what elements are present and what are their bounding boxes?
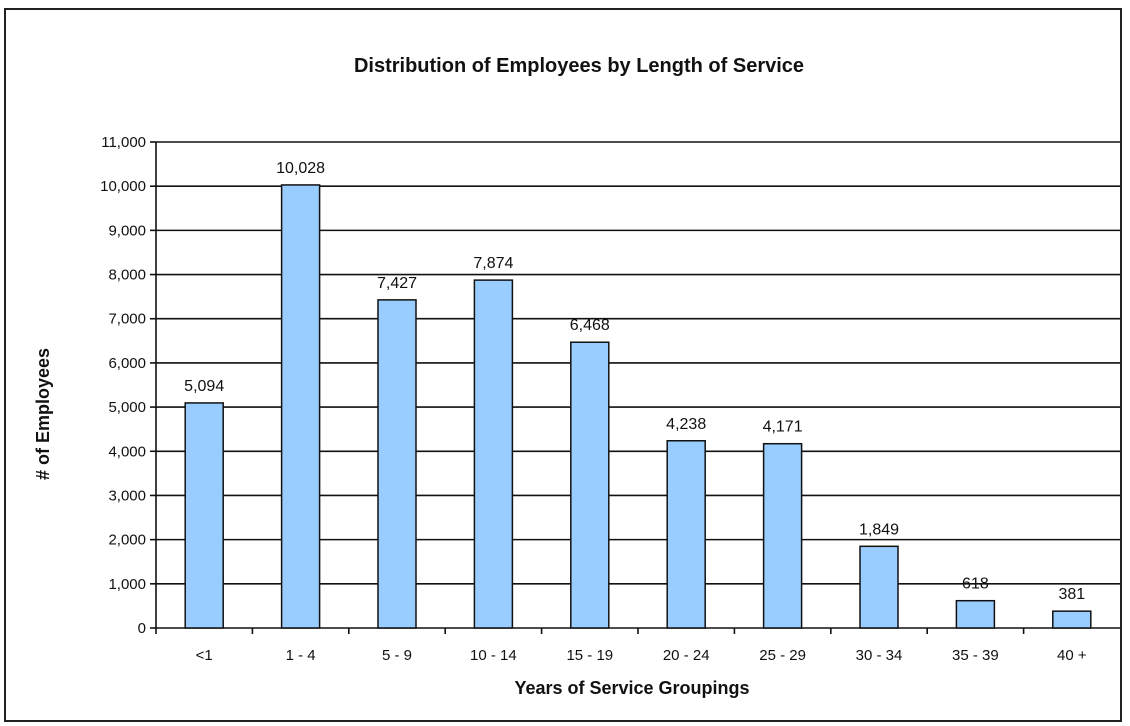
data-label-8: 618 [962,576,989,593]
bar-2 [377,299,417,629]
data-label-9: 381 [1058,586,1085,603]
bar-9 [1052,610,1092,629]
data-label-6: 4,171 [763,419,803,436]
data-label-0: 5,094 [184,378,224,395]
y-axis-title: # of Employees [33,348,53,480]
y-axis-ticks: 0 1,000 2,000 3,000 4,000 5,000 6,000 7,000 8,00… [100,134,156,637]
bars [184,184,1092,629]
y-tick-label-8000: 8,000 [108,267,146,284]
y-tick-label-11000: 11,000 [101,134,146,151]
x-tick-label-1: 1 - 4 [286,647,316,664]
x-axis-ticks: <1 1 - 4 5 - 9 10 - 14 15 - 19 20 - 24 25 - 29… [155,628,1087,664]
y-tick-label-1000: 1,000 [108,576,146,593]
y-tick-label-7000: 7,000 [108,311,146,328]
x-tick-label-5: 20 - 24 [663,647,710,664]
y-tick-label-2000: 2,000 [108,532,146,549]
bar-chart: Distribution of Employees by Length of S… [33,55,1120,698]
data-label-5: 4,238 [666,416,706,433]
chart-title: Distribution of Employees by Length of S… [354,55,804,77]
data-label-7: 1,849 [859,521,899,538]
y-tick-label-0: 0 [138,620,146,637]
x-axis-title: Years of Service Groupings [514,678,749,698]
x-tick-label-4: 15 - 19 [566,647,613,664]
bar-4 [570,341,610,629]
bar-5 [666,440,706,629]
data-labels: 5,094 10,028 7,427 7,874 6,468 4,238 4,171 1,84… [184,160,1085,603]
x-tick-label-6: 25 - 29 [759,647,806,664]
x-tick-label-7: 30 - 34 [856,647,903,664]
y-tick-label-3000: 3,000 [108,487,146,504]
bar-1 [280,184,321,629]
bar-6 [762,442,803,629]
y-tick-label-4000: 4,000 [108,443,146,460]
chart-frame: Distribution of Employees by Length of S… [4,8,1122,722]
bar-8 [955,599,996,629]
data-label-2: 7,427 [377,275,417,292]
bar-3 [473,279,514,629]
bar-0 [184,402,224,629]
y-tick-label-5000: 5,000 [108,399,146,416]
y-tick-label-6000: 6,000 [108,355,146,372]
x-tick-label-9: 40 + [1057,647,1087,664]
x-tick-label-0: <1 [196,647,213,664]
bar-7 [859,545,899,629]
x-tick-label-3: 10 - 14 [470,647,517,664]
data-label-4: 6,468 [570,317,610,334]
data-label-3: 7,874 [473,255,513,272]
y-tick-label-9000: 9,000 [108,222,146,239]
x-tick-label-2: 5 - 9 [382,647,412,664]
x-tick-label-8: 35 - 39 [952,647,999,664]
data-label-1: 10,028 [276,160,325,177]
y-tick-label-10000: 10,000 [100,178,146,195]
